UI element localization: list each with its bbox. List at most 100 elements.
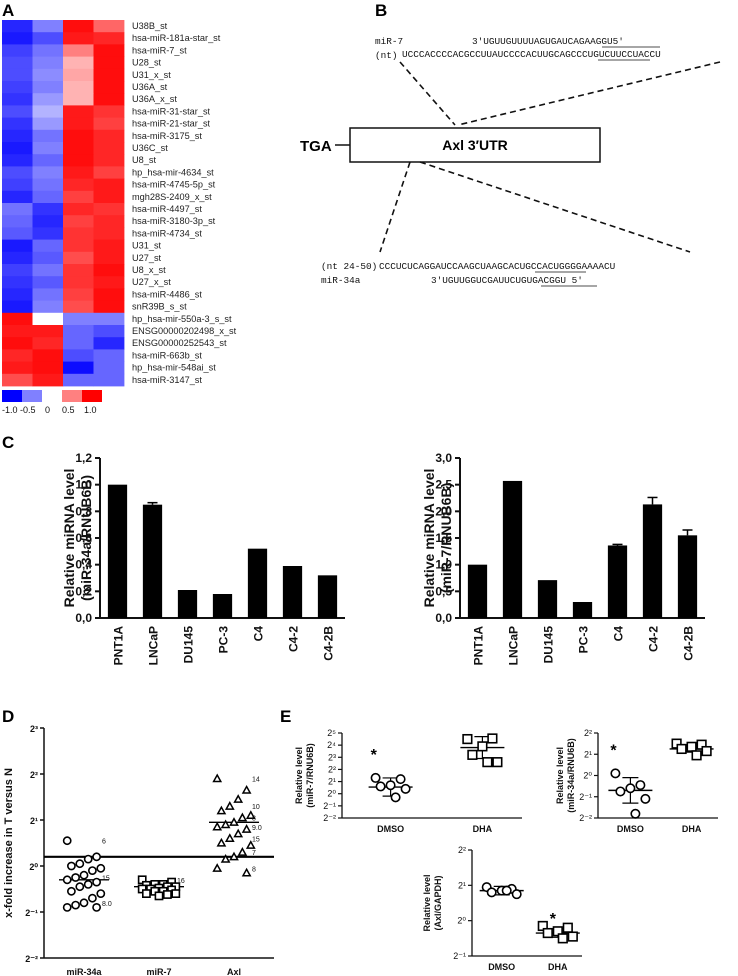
bar <box>537 580 558 618</box>
heatmap-cell <box>63 166 94 179</box>
heatmap-row-label: hsa-miR-4486_st <box>132 289 202 299</box>
data-point <box>630 808 641 819</box>
data-point <box>241 824 252 833</box>
y-tick-label: 2⁰ <box>583 771 592 781</box>
legend-swatch-neg05 <box>22 390 42 402</box>
data-point <box>79 870 89 880</box>
y-tick-label: 2² <box>328 764 336 774</box>
point-label: 6 <box>102 839 106 846</box>
y-axis-label: (Axl/GAPDH) <box>433 875 443 930</box>
x-tick-label: DHA <box>682 824 702 834</box>
heatmap-cell <box>93 44 125 57</box>
heatmap-cell <box>63 288 94 301</box>
data-point <box>492 757 503 768</box>
heatmap-cell <box>63 227 94 240</box>
data-point <box>96 889 106 898</box>
x-tick-label: C4-2B <box>322 626 336 661</box>
y-tick-label: 1,0 <box>75 478 92 492</box>
data-point <box>241 784 252 794</box>
heatmap-cell <box>2 44 33 57</box>
x-tick-label: DMSO <box>617 824 644 834</box>
heatmap-cell <box>2 203 33 216</box>
heatmap-cell <box>63 178 94 192</box>
data-point <box>216 837 227 847</box>
bar <box>572 602 593 618</box>
heatmap-cell <box>2 56 33 70</box>
y-tick-label: 2⁻¹ <box>579 792 592 802</box>
heatmap-cell <box>93 373 125 387</box>
heatmap-cell <box>2 239 33 253</box>
heatmap-cell <box>93 93 125 106</box>
data-point <box>154 891 164 901</box>
heatmap-row-label: hsa-miR-3180-3p_st <box>132 216 216 226</box>
heatmap-cell <box>2 325 33 338</box>
heatmap-cell <box>32 239 64 253</box>
data-point <box>212 773 223 783</box>
heatmap-cell <box>93 312 125 326</box>
data-point <box>562 922 573 933</box>
data-point <box>220 819 231 829</box>
y-tick-label: 1,0 <box>435 558 452 572</box>
panel-label-b: B <box>375 1 387 20</box>
heatmap-cell <box>93 20 125 33</box>
heatmap-cell <box>32 117 64 131</box>
y-tick-label: 2⁻² <box>579 813 592 823</box>
data-point <box>220 853 231 863</box>
heatmap-cell <box>2 190 33 204</box>
heatmap-cell <box>93 300 125 314</box>
data-point <box>62 836 72 846</box>
heatmap-row-label: mgh28S-2409_x_st <box>132 192 212 202</box>
heatmap-cell <box>32 312 64 326</box>
heatmap-cell <box>63 215 94 228</box>
data-point <box>467 749 478 760</box>
heatmap-cell <box>63 93 94 106</box>
heatmap-cell <box>2 154 33 167</box>
heatmap-cell <box>32 154 64 167</box>
data-point <box>229 851 239 861</box>
heatmap-cell <box>2 373 33 387</box>
y-axis-label: Relative level <box>422 874 432 931</box>
data-point <box>615 786 626 797</box>
heatmap-cell <box>93 142 125 155</box>
data-point <box>62 875 72 885</box>
heatmap-row-label: hsa-miR-663b_st <box>132 350 202 360</box>
heatmap-cell <box>93 166 125 179</box>
heatmap-cell <box>32 20 64 33</box>
data-point <box>229 817 239 826</box>
heatmap-cell <box>2 264 33 277</box>
heatmap-cell <box>63 203 94 216</box>
heatmap-row-label: snR39B_s_st <box>132 302 187 312</box>
heatmap-cell <box>63 105 94 118</box>
panel-label-d: D <box>2 707 14 726</box>
data-point <box>96 863 106 873</box>
heatmap-cell <box>93 349 125 362</box>
y-tick-label: 2¹ <box>328 777 336 787</box>
heatmap-row-label: U31_st <box>132 241 162 251</box>
heatmap-cell <box>2 215 33 228</box>
y-tick-label: 2⁻² <box>25 954 38 964</box>
x-tick-label: DMSO <box>488 962 515 972</box>
heatmap-cell <box>32 288 64 301</box>
x-tick-label: C4-2 <box>287 626 301 652</box>
data-point <box>462 733 473 745</box>
heatmap-cell <box>93 190 125 204</box>
heatmap-cell <box>32 166 64 179</box>
x-tick-label: C4-2 <box>647 626 661 652</box>
data-point <box>62 903 72 912</box>
data-point <box>224 801 235 810</box>
heatmap-cell <box>2 142 33 155</box>
bar <box>467 564 488 618</box>
point-label: 16 <box>177 878 185 885</box>
heatmap-row-label: hp_hsa-mir-550a-3_s_st <box>132 314 232 324</box>
heatmap-cell <box>63 361 94 375</box>
heatmap-cell <box>2 81 33 94</box>
panel-label-a: A <box>2 1 14 20</box>
x-tick-label: C4-2B <box>682 626 696 661</box>
heatmap-cell <box>2 300 33 314</box>
heatmap-cell <box>32 142 64 155</box>
bar <box>282 566 303 618</box>
heatmap-cell <box>93 81 125 94</box>
heatmap-cell <box>32 68 64 82</box>
data-point <box>88 893 97 903</box>
heatmap-row-label: U36A_st <box>132 82 168 92</box>
